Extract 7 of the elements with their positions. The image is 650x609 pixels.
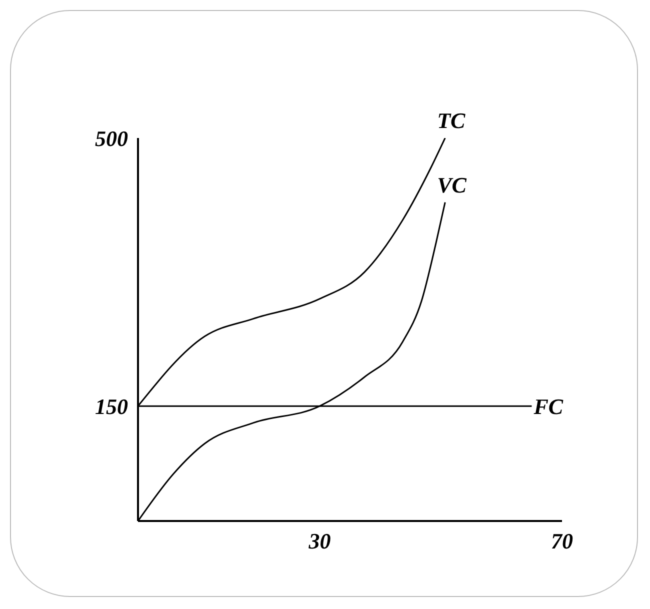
x-tick-label: 30 bbox=[308, 528, 331, 554]
y-tick-label: 500 bbox=[95, 126, 128, 151]
series-label: TC bbox=[437, 108, 466, 133]
x-tick-label: 70 bbox=[551, 528, 573, 554]
series-label: FC bbox=[532, 394, 564, 420]
y-tick-label: 150 bbox=[95, 394, 128, 419]
series-label: VC bbox=[437, 172, 467, 198]
